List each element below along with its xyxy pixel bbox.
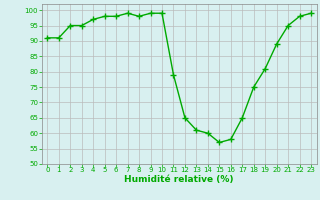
X-axis label: Humidité relative (%): Humidité relative (%) xyxy=(124,175,234,184)
